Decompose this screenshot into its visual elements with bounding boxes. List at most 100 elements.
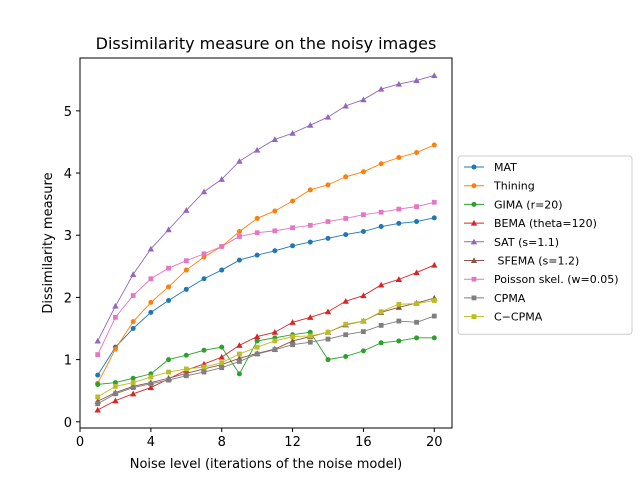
data-point <box>307 222 313 228</box>
x-tick-label: 16 <box>355 435 372 450</box>
legend-item: Thining <box>464 180 535 193</box>
legend-label: Poisson skel. (w=0.05) <box>494 273 619 286</box>
y-tick-label: 1 <box>64 354 72 369</box>
legend-item: SFEMA (s=1.2) <box>464 255 579 268</box>
legend-label: SFEMA (s=1.2) <box>494 255 579 268</box>
data-point <box>290 225 295 231</box>
series-5 <box>94 294 438 404</box>
data-point <box>396 220 402 226</box>
data-point <box>237 234 242 239</box>
y-tick-label: 3 <box>64 229 72 244</box>
data-point <box>324 308 332 315</box>
data-point <box>95 372 101 378</box>
data-point <box>361 212 366 218</box>
data-point <box>360 169 366 175</box>
data-point <box>431 313 437 319</box>
data-point <box>254 252 260 258</box>
data-point <box>236 371 242 377</box>
data-point <box>113 383 118 389</box>
data-point <box>148 381 154 387</box>
data-point <box>343 216 349 221</box>
data-point <box>307 339 313 345</box>
legend-marker <box>471 183 477 189</box>
data-point <box>377 85 385 92</box>
series-line <box>97 264 435 411</box>
legend-marker <box>471 295 477 301</box>
data-point <box>343 332 349 338</box>
data-point <box>130 326 136 332</box>
data-point <box>113 391 118 397</box>
plot-frame <box>79 57 453 429</box>
data-point <box>325 357 331 363</box>
legend-marker <box>471 276 477 282</box>
data-point <box>289 130 296 136</box>
x-tick-label: 20 <box>426 435 443 450</box>
data-point <box>360 348 366 354</box>
data-point <box>290 342 295 348</box>
y-tick-label: 0 <box>64 416 72 431</box>
series-line <box>97 217 435 376</box>
legend-label: CPMA <box>494 292 526 305</box>
legend-marker <box>470 257 478 264</box>
data-point <box>290 334 295 339</box>
data-point <box>253 146 261 153</box>
series-1 <box>95 142 437 386</box>
series-8 <box>95 298 437 400</box>
data-point <box>183 258 189 264</box>
data-point <box>130 385 136 390</box>
series-line <box>97 144 435 384</box>
data-point <box>236 158 243 164</box>
data-point <box>166 357 172 363</box>
data-point <box>289 319 296 325</box>
data-point <box>112 346 118 352</box>
data-point <box>219 344 225 350</box>
data-point <box>431 215 437 221</box>
data-point <box>395 304 403 310</box>
data-point <box>271 136 279 143</box>
data-point <box>272 338 278 344</box>
legend-label: C−CPMA <box>494 311 543 324</box>
data-point <box>396 301 402 307</box>
series-line <box>97 331 435 385</box>
data-point <box>200 188 208 195</box>
data-point <box>201 347 207 353</box>
data-point <box>148 299 154 305</box>
data-point <box>147 384 155 391</box>
legend-item: MAT <box>464 161 517 174</box>
data-point <box>431 335 437 341</box>
data-point <box>165 226 172 233</box>
data-point <box>272 228 278 234</box>
series-4 <box>94 72 438 344</box>
data-point <box>254 344 260 350</box>
series-3 <box>94 261 438 413</box>
series-line <box>97 297 435 402</box>
data-point <box>95 394 101 400</box>
data-point <box>218 176 225 182</box>
data-point <box>219 267 225 273</box>
data-point <box>253 333 261 340</box>
y-tick-label: 4 <box>64 167 72 182</box>
plot-area <box>94 72 438 413</box>
data-point <box>166 284 172 290</box>
data-point <box>289 337 296 344</box>
data-point <box>377 281 385 288</box>
series-line <box>97 201 435 355</box>
data-point <box>166 265 171 271</box>
y-tick-label: 5 <box>64 105 72 120</box>
data-point <box>201 251 207 257</box>
data-point <box>431 142 437 148</box>
data-point <box>414 204 419 210</box>
data-point <box>414 319 419 325</box>
data-point <box>431 298 437 303</box>
data-point <box>148 309 154 315</box>
data-point <box>94 337 101 344</box>
data-point <box>219 365 225 371</box>
data-point <box>271 329 279 335</box>
data-point <box>414 335 420 341</box>
data-point <box>378 224 384 230</box>
data-point <box>218 353 225 360</box>
data-point <box>130 293 136 298</box>
legend-marker <box>471 314 477 319</box>
data-point <box>95 352 101 358</box>
